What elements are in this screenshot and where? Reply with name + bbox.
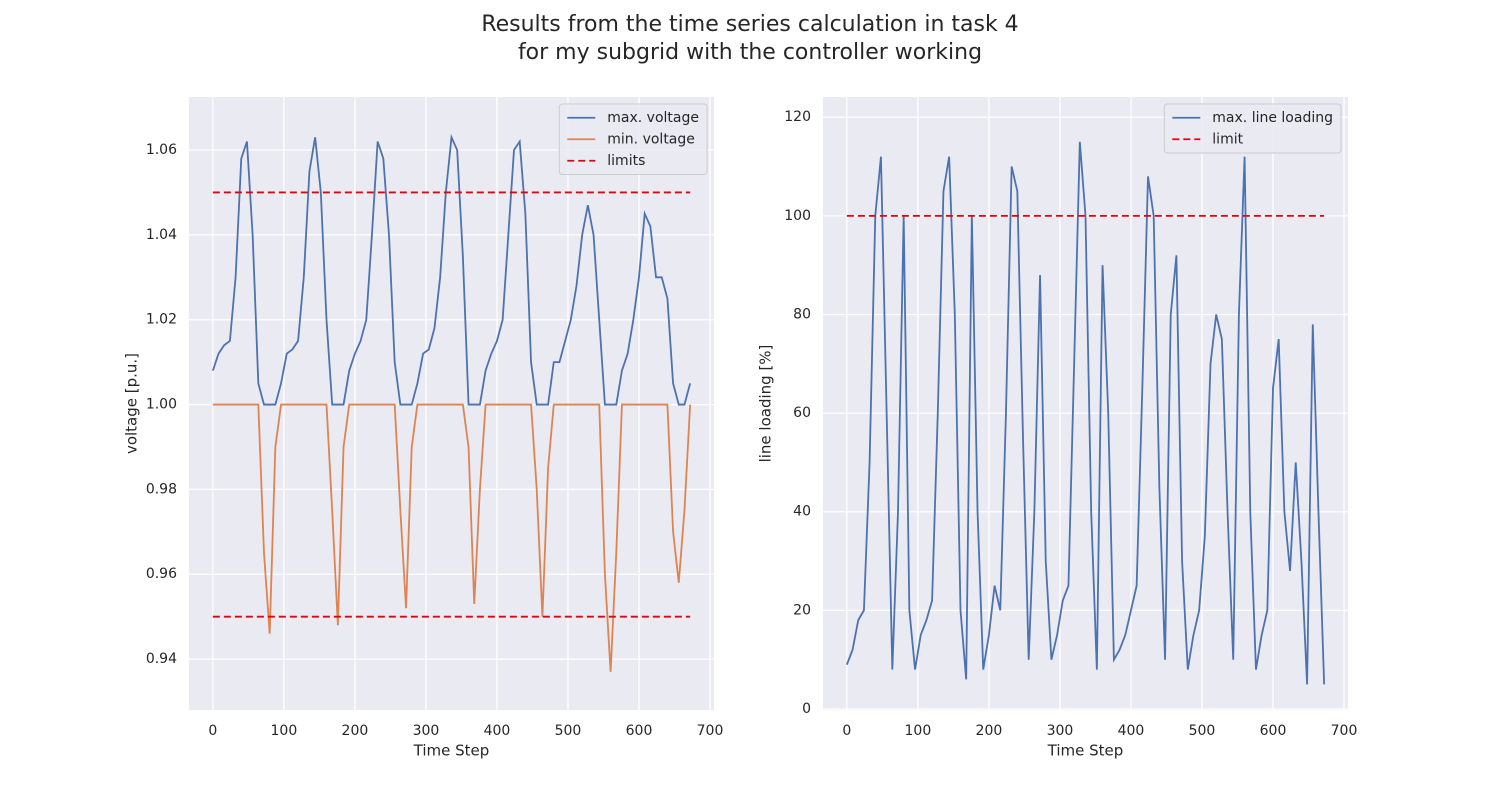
x-axis-label: Time Step <box>413 742 490 760</box>
x-tick-label: 0 <box>208 723 217 739</box>
legend-label: max. line loading <box>1212 110 1333 126</box>
x-tick-label: 700 <box>697 723 724 739</box>
plot-area <box>823 97 1348 710</box>
x-tick-label: 300 <box>1047 723 1074 739</box>
y-tick-label: 0.94 <box>146 651 177 667</box>
y-tick-label: 20 <box>793 602 811 618</box>
x-tick-label: 400 <box>484 723 511 739</box>
x-tick-label: 200 <box>976 723 1003 739</box>
legend-label: limits <box>607 153 645 169</box>
x-tick-label: 0 <box>842 723 851 739</box>
y-tick-label: 1.04 <box>146 227 177 243</box>
legend-label: min. voltage <box>607 131 695 147</box>
y-tick-label: 0.98 <box>146 481 177 497</box>
x-axis-label: Time Step <box>1047 742 1124 760</box>
data-line <box>212 403 692 672</box>
figure-title: for my subgrid with the controller worki… <box>518 40 982 65</box>
x-tick-label: 600 <box>626 723 653 739</box>
legend-label: limit <box>1212 131 1243 147</box>
legend-box <box>1163 103 1342 154</box>
y-tick-label: 0 <box>802 701 811 717</box>
x-tick-label: 500 <box>555 723 582 739</box>
x-tick-label: 600 <box>1260 723 1287 739</box>
legend: max. voltage min. voltage limits <box>558 103 708 175</box>
y-axis-label: voltage [p.u.] <box>123 353 141 454</box>
y-tick-label: 100 <box>784 208 811 224</box>
y-tick-label: 1.00 <box>146 397 177 413</box>
data-line <box>212 133 692 406</box>
y-tick-label: 80 <box>793 306 811 322</box>
x-tick-label: 400 <box>1118 723 1145 739</box>
legend: max. line loading limit <box>1163 103 1342 154</box>
data-line <box>846 141 1326 685</box>
x-tick-label: 100 <box>905 723 932 739</box>
legend-label: max. voltage <box>607 110 699 126</box>
y-tick-label: 0.96 <box>146 566 177 582</box>
y-tick-label: 120 <box>784 109 811 125</box>
y-tick-label: 1.02 <box>146 312 177 328</box>
x-tick-label: 700 <box>1331 723 1358 739</box>
x-tick-label: 300 <box>413 723 440 739</box>
legend-box <box>558 103 708 175</box>
y-axis-label: line loading [%] <box>757 345 775 463</box>
x-tick-label: 100 <box>271 723 298 739</box>
y-tick-label: 1.06 <box>146 142 177 158</box>
figure-title: Results from the time series calculation… <box>481 12 1018 37</box>
y-tick-label: 60 <box>793 405 811 421</box>
x-tick-label: 200 <box>342 723 369 739</box>
y-tick-label: 40 <box>793 504 811 520</box>
x-tick-label: 500 <box>1189 723 1216 739</box>
